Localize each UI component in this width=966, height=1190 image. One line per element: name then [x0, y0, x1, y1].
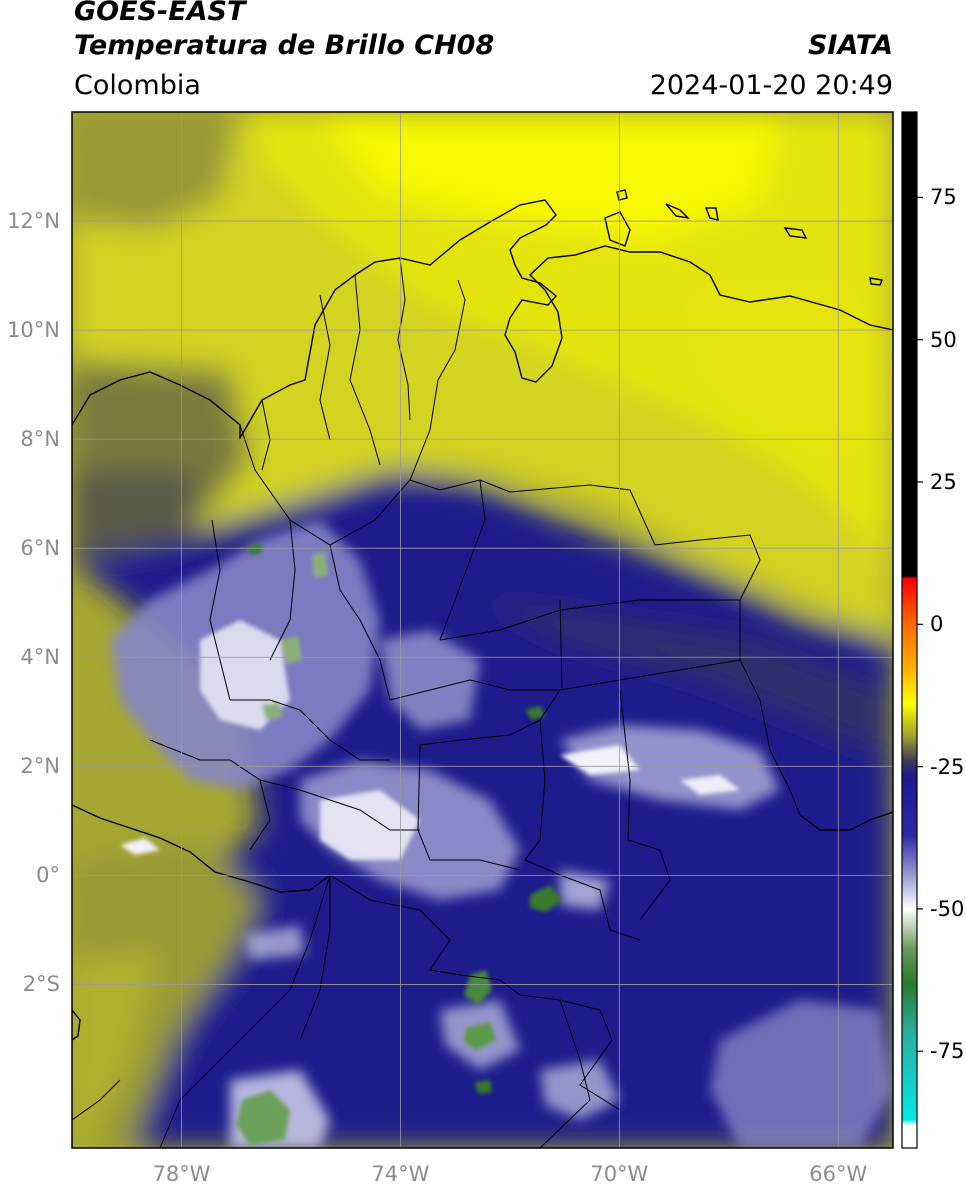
map-frame	[71, 111, 894, 1149]
admin-boundaries	[72, 257, 801, 1148]
organization-label: SIATA	[807, 30, 893, 61]
lon-tick-label: 66°W	[809, 1162, 868, 1186]
colorbar-tick-label: 25	[930, 470, 957, 494]
colorbar-tick-label: -75	[930, 1039, 965, 1064]
colorbar-frame	[901, 111, 918, 1149]
timestamp-label: 2024-01-20 20:49	[649, 70, 893, 101]
lat-tick-label: 2°S	[22, 972, 60, 997]
colorbar-tick-label: 50	[930, 327, 957, 352]
colorbar-tick-label: 0	[930, 612, 944, 637]
lat-tick-label: 0°	[36, 863, 60, 888]
colorbar-tick-label: 75	[930, 185, 957, 210]
lat-tick-label: 8°N	[20, 427, 60, 452]
colorbar-tick-label: -25	[930, 754, 965, 779]
lat-tick-label: 12°N	[7, 209, 60, 234]
colorbar-ticks	[917, 196, 923, 1052]
lat-tick-label: 4°N	[20, 645, 60, 670]
coastlines	[72, 189, 893, 1041]
product-title: Temperatura de Brillo CH08	[74, 30, 495, 61]
satellite-title: GOES-EAST	[74, 0, 246, 27]
lat-tick-label: 2°N	[20, 754, 60, 779]
colorbar-gradient	[902, 112, 917, 1148]
brightness-temperature-field	[72, 112, 893, 1148]
lat-tick-label: 10°N	[7, 318, 60, 343]
colorbar-tick-label: -50	[930, 896, 965, 921]
lon-tick-label: 78°W	[152, 1162, 211, 1186]
lon-tick-label: 74°W	[371, 1162, 430, 1186]
lon-tick-label: 70°W	[590, 1162, 649, 1186]
graticule	[72, 112, 893, 1148]
region-label: Colombia	[74, 70, 201, 101]
lat-tick-label: 6°N	[20, 536, 60, 561]
colorbar	[901, 111, 923, 1149]
